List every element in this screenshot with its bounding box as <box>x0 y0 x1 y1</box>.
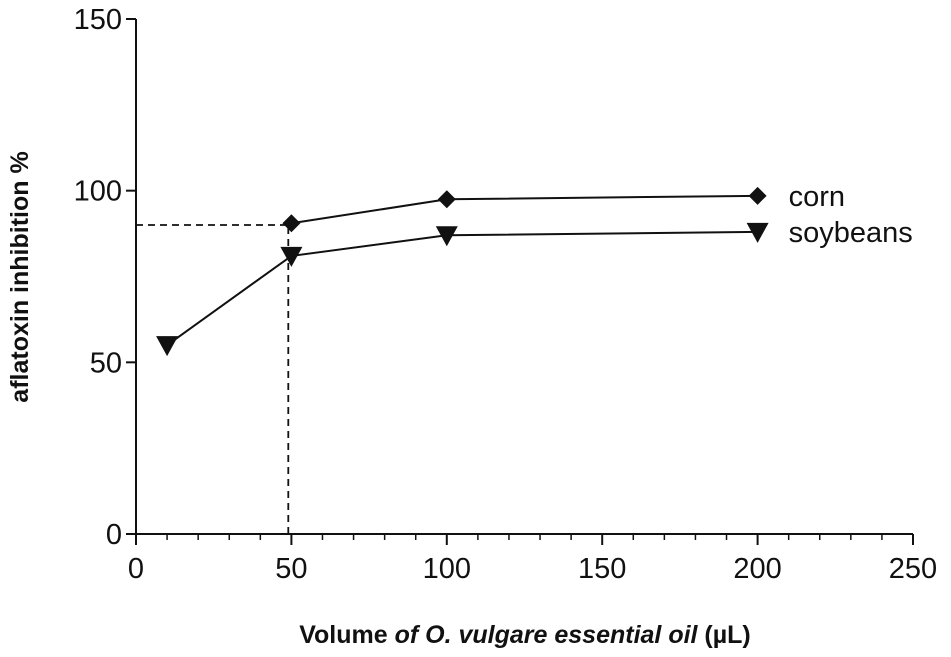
x-axis-title-part1: Volume <box>299 621 394 649</box>
data-point-soybeans <box>435 226 458 247</box>
series-line-corn <box>291 194 758 225</box>
data-point-soybeans <box>746 222 769 243</box>
y-tick-label: 100 <box>74 176 122 208</box>
x-axis-title: Volume of O. vulgare essential oil (µL) <box>299 621 751 649</box>
data-point-corn <box>437 190 456 209</box>
x-tick-label: 250 <box>889 553 937 585</box>
y-tick-label: 0 <box>106 519 122 551</box>
data-point-soybeans <box>156 336 179 357</box>
x-tick-label: 150 <box>578 553 626 585</box>
reference-lines <box>136 224 290 534</box>
x-axis-title-part3: (µL) <box>697 621 750 649</box>
y-tick-label: 150 <box>74 4 122 36</box>
x-tick-label: 100 <box>423 553 471 585</box>
x-tick-label: 200 <box>733 553 781 585</box>
data-point-corn <box>282 214 301 233</box>
series-group <box>156 186 769 357</box>
data-point-soybeans <box>280 246 303 267</box>
legend-label-corn: corn <box>789 181 845 213</box>
legend: corn soybeans <box>789 181 913 249</box>
x-tick-label: 50 <box>275 553 307 585</box>
x-tick-label: 0 <box>128 553 144 585</box>
x-axis-title-part2: of O. vulgare essential oil <box>395 621 699 649</box>
axes: 0 50 100 150 0 50 100 150 200 250 <box>74 4 938 585</box>
y-tick-label: 50 <box>90 347 122 379</box>
data-point-corn <box>748 186 767 205</box>
series-line-soybeans <box>166 230 758 346</box>
legend-label-soybeans: soybeans <box>789 217 913 249</box>
y-axis-title: aflatoxin inhibition % <box>6 151 34 402</box>
